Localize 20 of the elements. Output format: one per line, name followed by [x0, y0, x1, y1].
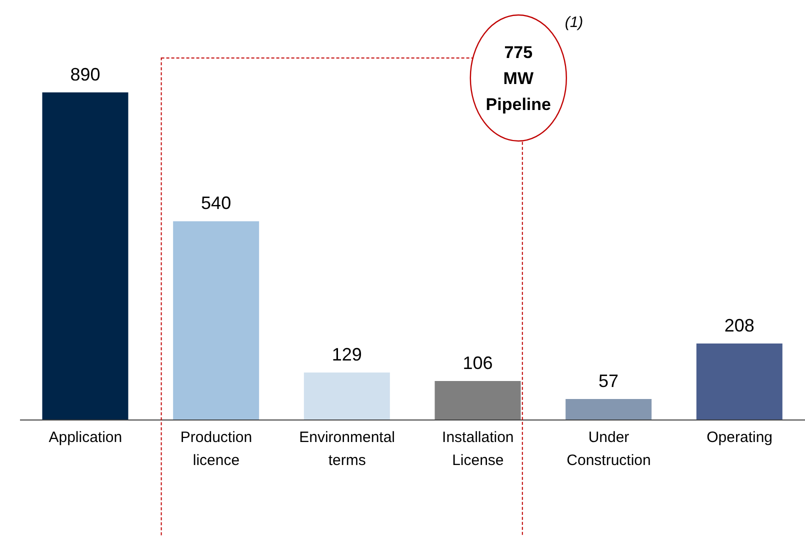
data-label: 129: [332, 344, 362, 365]
bar: [434, 380, 521, 420]
data-label: 890: [70, 64, 100, 84]
bar: [173, 221, 260, 420]
x-tick-label: Operating: [706, 429, 773, 446]
text: (1): [564, 14, 584, 31]
data-label: 106: [462, 352, 493, 373]
data-label: 57: [598, 371, 619, 392]
x-tick-label: Environmental terms: [299, 429, 396, 469]
annotation: 775 MW Pipeline: [486, 43, 551, 114]
x-tick-label: Application: [48, 429, 122, 446]
data-label: 540: [201, 193, 232, 214]
bar: [696, 343, 782, 420]
x-tick-label: Under Construction: [566, 429, 651, 469]
x-tick-label: Production licence: [180, 429, 252, 469]
bar: [304, 372, 390, 420]
bar: [42, 92, 128, 420]
x-tick-label: Installation License: [442, 429, 514, 469]
bar: [566, 399, 652, 420]
data-label: 208: [724, 315, 754, 336]
